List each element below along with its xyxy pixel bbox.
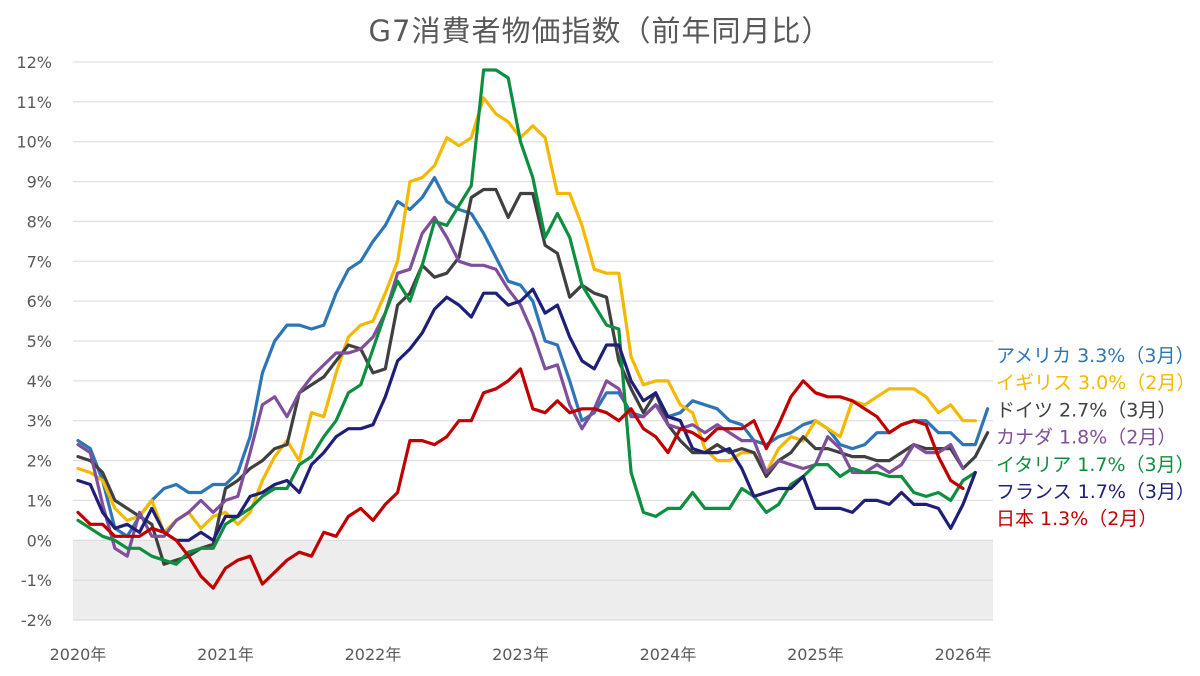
legend-label: イタリア 1.7%（3月） (996, 454, 1195, 476)
legend-label: アメリカ 3.3%（3月） (996, 345, 1194, 367)
y-tick-label: 9% (27, 173, 52, 192)
y-tick-label: 5% (27, 332, 52, 351)
x-tick-label: 2023年 (492, 645, 549, 664)
y-tick-label: 1% (27, 491, 52, 510)
y-tick-label: 4% (27, 372, 52, 391)
x-tick-label: 2025年 (787, 645, 844, 664)
y-tick-label: 7% (27, 252, 52, 271)
x-tick-label: 2026年 (935, 645, 992, 664)
y-tick-label: 12% (16, 53, 52, 72)
series-line-フランス (76, 287, 977, 542)
y-tick-label: -1% (21, 571, 52, 590)
x-tick-label: 2021年 (197, 645, 254, 664)
legend-label: イギリス 3.0%（2月） (996, 372, 1195, 394)
y-tick-label: 6% (27, 292, 52, 311)
series-line-アメリカ (76, 176, 990, 538)
series-line-イギリス (76, 96, 977, 534)
legend-label: 日本 1.3%（2月） (996, 508, 1157, 530)
series-line-ドイツ (76, 187, 990, 566)
x-tick-label: 2024年 (640, 645, 697, 664)
y-tick-label: 10% (16, 133, 52, 152)
x-tick-label: 2020年 (50, 645, 107, 664)
chart-title: G7消費者物価指数（前年同月比） (368, 14, 832, 48)
series-line-日本 (76, 367, 965, 590)
legend-label: カナダ 1.8%（2月） (996, 427, 1176, 449)
y-tick-label: 11% (16, 93, 52, 112)
y-tick-label: 3% (27, 412, 52, 431)
legend-label: フランス 1.7%（3月） (996, 481, 1195, 503)
legend-label: ドイツ 2.7%（3月） (996, 399, 1176, 421)
series-line-カナダ (76, 215, 965, 558)
y-tick-label: -2% (21, 611, 52, 630)
series-line-イタリア (76, 68, 977, 566)
y-tick-label: 2% (27, 452, 52, 471)
y-tick-label: 0% (27, 531, 52, 550)
x-tick-label: 2022年 (345, 645, 402, 664)
y-tick-label: 8% (27, 212, 52, 231)
